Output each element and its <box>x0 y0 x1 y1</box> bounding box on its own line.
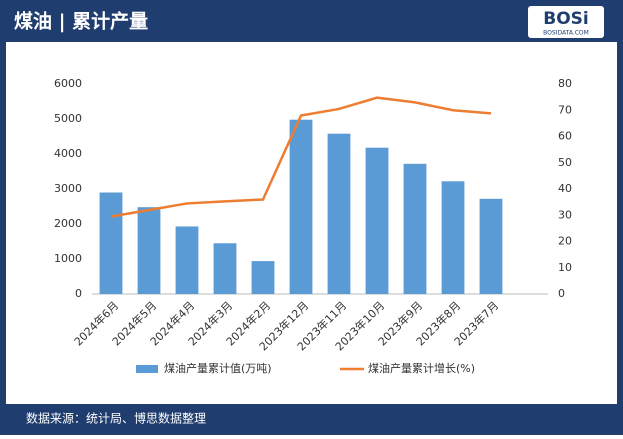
bar <box>403 163 427 294</box>
y2-tick-label: 10 <box>558 261 572 274</box>
source: 数据来源：统计局、博思数据整理 <box>26 411 206 426</box>
y-tick-label: 0 <box>75 287 82 300</box>
y2-tick-label: 30 <box>558 208 572 221</box>
bar <box>441 181 465 294</box>
y2-tick-label: 20 <box>558 235 572 248</box>
y2-tick-label: 70 <box>558 103 572 116</box>
y2-tick-label: 40 <box>558 182 572 195</box>
bar <box>289 119 313 294</box>
y2-tick-label: 50 <box>558 156 572 169</box>
bar <box>251 261 275 294</box>
line <box>110 96 492 218</box>
y-tick-label: 3000 <box>54 182 82 195</box>
logo-subtitle: BOSIDATA.COM <box>543 30 589 37</box>
bar <box>327 133 351 294</box>
legend-swatch <box>136 365 158 373</box>
bar <box>175 226 199 294</box>
y-tick-label: 1000 <box>54 252 82 265</box>
legend-label: 煤油产量累计值(万吨) <box>164 361 272 375</box>
y2-tick-label: 80 <box>558 77 572 90</box>
y2-tick-label: 0 <box>558 287 565 300</box>
y-tick-label: 4000 <box>54 147 82 160</box>
chart-title: 煤油 | 累计产量 <box>14 10 148 33</box>
y-tick-label: 6000 <box>54 77 82 90</box>
logo-box <box>528 6 604 38</box>
logo: BOSi <box>543 9 588 29</box>
y2-tick-label: 60 <box>558 130 572 143</box>
bar <box>213 243 237 294</box>
legend-label: 煤油产量累计增长(%) <box>368 361 475 375</box>
bar <box>479 198 503 294</box>
bar <box>99 192 123 294</box>
y-tick-label: 5000 <box>54 112 82 125</box>
y-tick-label: 2000 <box>54 217 82 230</box>
bar <box>137 207 161 294</box>
bar <box>365 147 389 294</box>
